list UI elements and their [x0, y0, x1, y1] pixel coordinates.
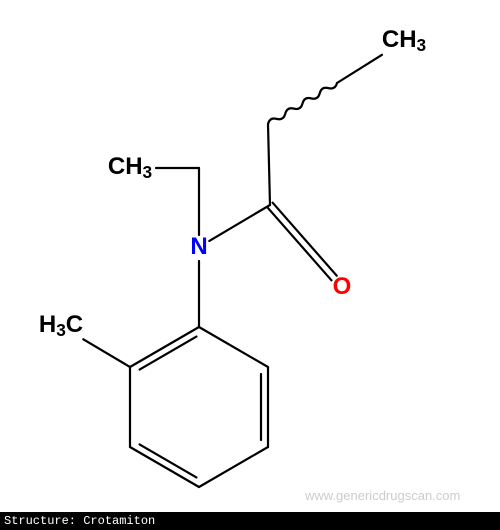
- atom-label-o: O: [333, 273, 352, 301]
- caption-value: Crotamiton: [83, 514, 155, 528]
- atom-label-c_ethyl: CH3: [108, 153, 152, 183]
- bond-layer: [0, 0, 500, 500]
- atom-label-c_methyl: H3C: [39, 311, 83, 341]
- caption-prefix: Structure:: [4, 514, 83, 528]
- atom-label-n: N: [190, 233, 207, 261]
- atom-label-c_but4: CH3: [382, 26, 426, 56]
- structure-canvas: N O CH3 CH3 H3C www.genericdrugscan.com: [0, 0, 500, 500]
- caption-bar: Structure: Crotamiton: [0, 512, 500, 530]
- watermark-text: www.genericdrugscan.com: [305, 488, 460, 503]
